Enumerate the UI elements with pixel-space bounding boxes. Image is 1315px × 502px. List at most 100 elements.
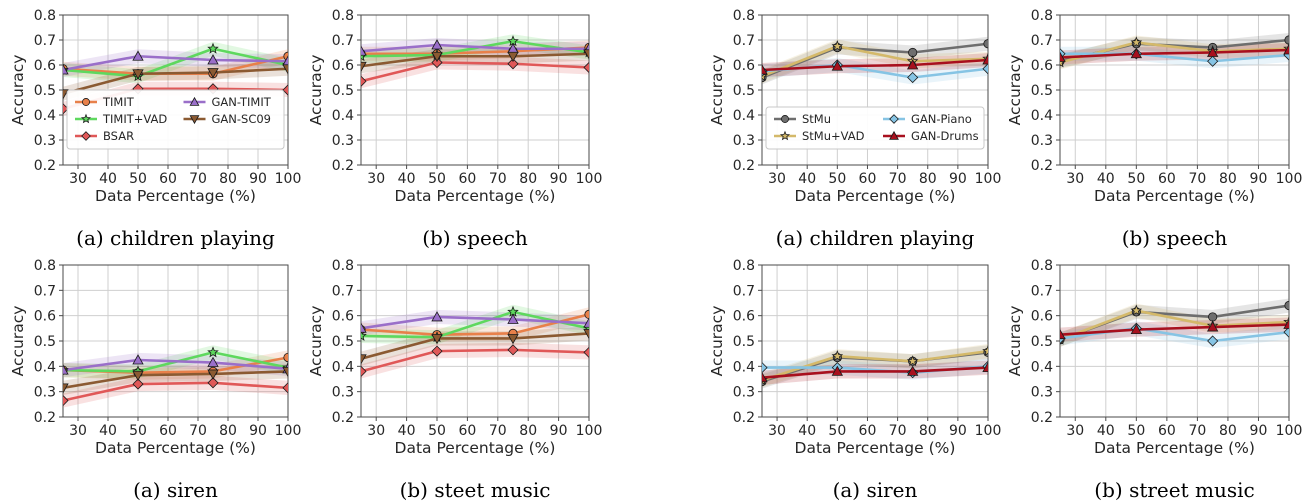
x-tick-label: 100	[275, 171, 302, 187]
data-point-gan-piano	[907, 71, 919, 84]
y-tick-label: 0.3	[1031, 133, 1053, 149]
legend-box	[765, 106, 985, 150]
data-point-gan-piano	[982, 63, 988, 75]
data-point-gan-timit	[282, 55, 288, 66]
data-point-gan-timit	[361, 322, 367, 333]
y-tick-label: 0.8	[332, 8, 354, 24]
y-tick-label: 0.6	[34, 309, 56, 325]
x-tick-label: 60	[458, 423, 476, 439]
data-point-stmu	[983, 39, 988, 49]
data-point-gan-sc09	[207, 68, 219, 79]
data-point-gan-sc09	[132, 69, 144, 80]
x-tick-label: 60	[159, 423, 177, 439]
data-point-stmu	[1284, 35, 1289, 45]
legend: TIMIT TIMIT+VAD BSAR GAN-TIMIT GAN-SC09	[66, 89, 285, 150]
x-tick-label: 80	[1219, 423, 1237, 439]
y-tick-label: 0.8	[34, 8, 56, 24]
y-tick-label: 0.8	[1031, 258, 1053, 274]
y-tick-label: 0.3	[733, 385, 755, 401]
x-tick-label: 70	[1188, 423, 1206, 439]
data-point-bsar	[282, 382, 288, 394]
data-point-gan-timit	[361, 45, 367, 56]
data-point-gan-drums	[906, 365, 919, 376]
y-tick-label: 0.3	[332, 133, 354, 149]
x-tick-label: 30	[768, 423, 786, 439]
y-tick-label: 0.4	[733, 359, 755, 375]
data-point-bsar	[282, 84, 288, 96]
y-tick-label: 0.5	[733, 83, 755, 99]
series-line-stmu-vad	[1060, 309, 1289, 341]
data-point-gan-drums	[831, 365, 844, 376]
x-tick-label: 100	[1276, 171, 1303, 187]
x-tick-label: 100	[275, 423, 302, 439]
chart-panel-4: 30 40 50 60 70 80 90 100 0.2 0.3 0.4 0.5 0.6 0.7 0.8 Da…	[307, 258, 602, 502]
plot-series-layer	[762, 344, 988, 389]
y-tick-label: 0.4	[1031, 108, 1053, 124]
data-point-gan-drums	[982, 361, 988, 373]
series-line-gan-drums	[1060, 48, 1289, 59]
y-tick-label: 0.5	[332, 83, 354, 99]
series-line-gan-timit	[63, 358, 288, 372]
x-tick-label: 90	[249, 423, 267, 439]
legend-box	[66, 89, 285, 150]
data-point-bsar	[431, 345, 443, 357]
x-axis-label: Data Percentage (%)	[95, 187, 256, 205]
series-line-gan-drums	[1060, 323, 1289, 336]
data-point-stmu	[1284, 300, 1289, 311]
data-point-gan-sc09	[207, 369, 219, 380]
x-tick-label: 70	[889, 423, 907, 439]
y-tick-label: 0.5	[34, 334, 56, 350]
x-tick-label: 80	[919, 423, 937, 439]
data-point-gan-drums	[1130, 47, 1143, 59]
legend-entry-label: TIMIT	[102, 95, 135, 109]
chart-caption: (a) siren	[133, 478, 218, 502]
x-tick-label: 30	[367, 171, 385, 187]
series-line-gan-timit	[361, 315, 589, 330]
data-point-gan-drums	[831, 60, 844, 71]
y-tick-label: 0.2	[1031, 410, 1053, 426]
y-axis-label: Accuracy	[9, 55, 27, 126]
chart-panel-1: 30 40 50 60 70 80 90 100 0.2 0.3 0.4 0.5 0.6 0.7 0.8 Da…	[9, 8, 301, 250]
data-point-gan-sc09	[282, 366, 288, 378]
y-tick-label: 0.4	[332, 108, 354, 124]
data-point-stmu-vad	[982, 345, 988, 357]
x-tick-label: 90	[1250, 171, 1268, 187]
y-tick-label: 0.8	[733, 8, 755, 24]
series-line-gan-sc09	[63, 67, 288, 96]
plot-series-layer	[1060, 33, 1289, 70]
data-point-bsar	[63, 103, 69, 115]
confidence-band-stmu-vad	[762, 344, 988, 388]
data-point-bsar	[361, 365, 367, 377]
chart-panel-2: 30 40 50 60 70 80 90 100 0.2 0.3 0.4 0.5 0.6 0.7 0.8 Da…	[307, 8, 602, 250]
x-tick-label: 50	[129, 423, 147, 439]
x-tick-label: 60	[458, 171, 476, 187]
x-axis-label: Data Percentage (%)	[795, 187, 956, 205]
y-tick-label: 0.7	[1031, 33, 1053, 49]
confidence-band-stmu-vad	[1060, 303, 1289, 347]
data-point-gan-timit	[132, 50, 144, 61]
y-tick-label: 0.7	[34, 283, 56, 299]
y-tick-label: 0.6	[733, 58, 755, 74]
data-point-gan-drums	[1283, 318, 1289, 329]
data-point-gan-piano	[1283, 326, 1289, 338]
data-point-timit	[584, 309, 589, 319]
series-line-gan-sc09	[361, 332, 589, 360]
y-tick-label: 0.7	[332, 33, 354, 49]
chart-caption: (a) siren	[833, 478, 918, 502]
y-tick-label: 0.7	[733, 33, 755, 49]
x-tick-label: 60	[859, 423, 877, 439]
x-axis-label: Data Percentage (%)	[795, 439, 956, 457]
y-tick-label: 0.8	[332, 258, 354, 274]
series-line-stmu-vad	[762, 44, 988, 78]
x-tick-label: 30	[1066, 171, 1084, 187]
data-point-gan-drums	[762, 64, 768, 75]
x-tick-label: 60	[1158, 171, 1176, 187]
data-point-gan-timit	[207, 54, 219, 65]
data-point-gan-sc09	[583, 49, 589, 60]
x-tick-label: 50	[428, 423, 446, 439]
data-point-gan-sc09	[583, 328, 589, 340]
data-point-bsar	[507, 58, 519, 70]
x-axis-label: Data Percentage (%)	[1094, 439, 1255, 457]
data-point-gan-timit	[583, 317, 589, 328]
x-tick-label: 40	[99, 171, 117, 187]
